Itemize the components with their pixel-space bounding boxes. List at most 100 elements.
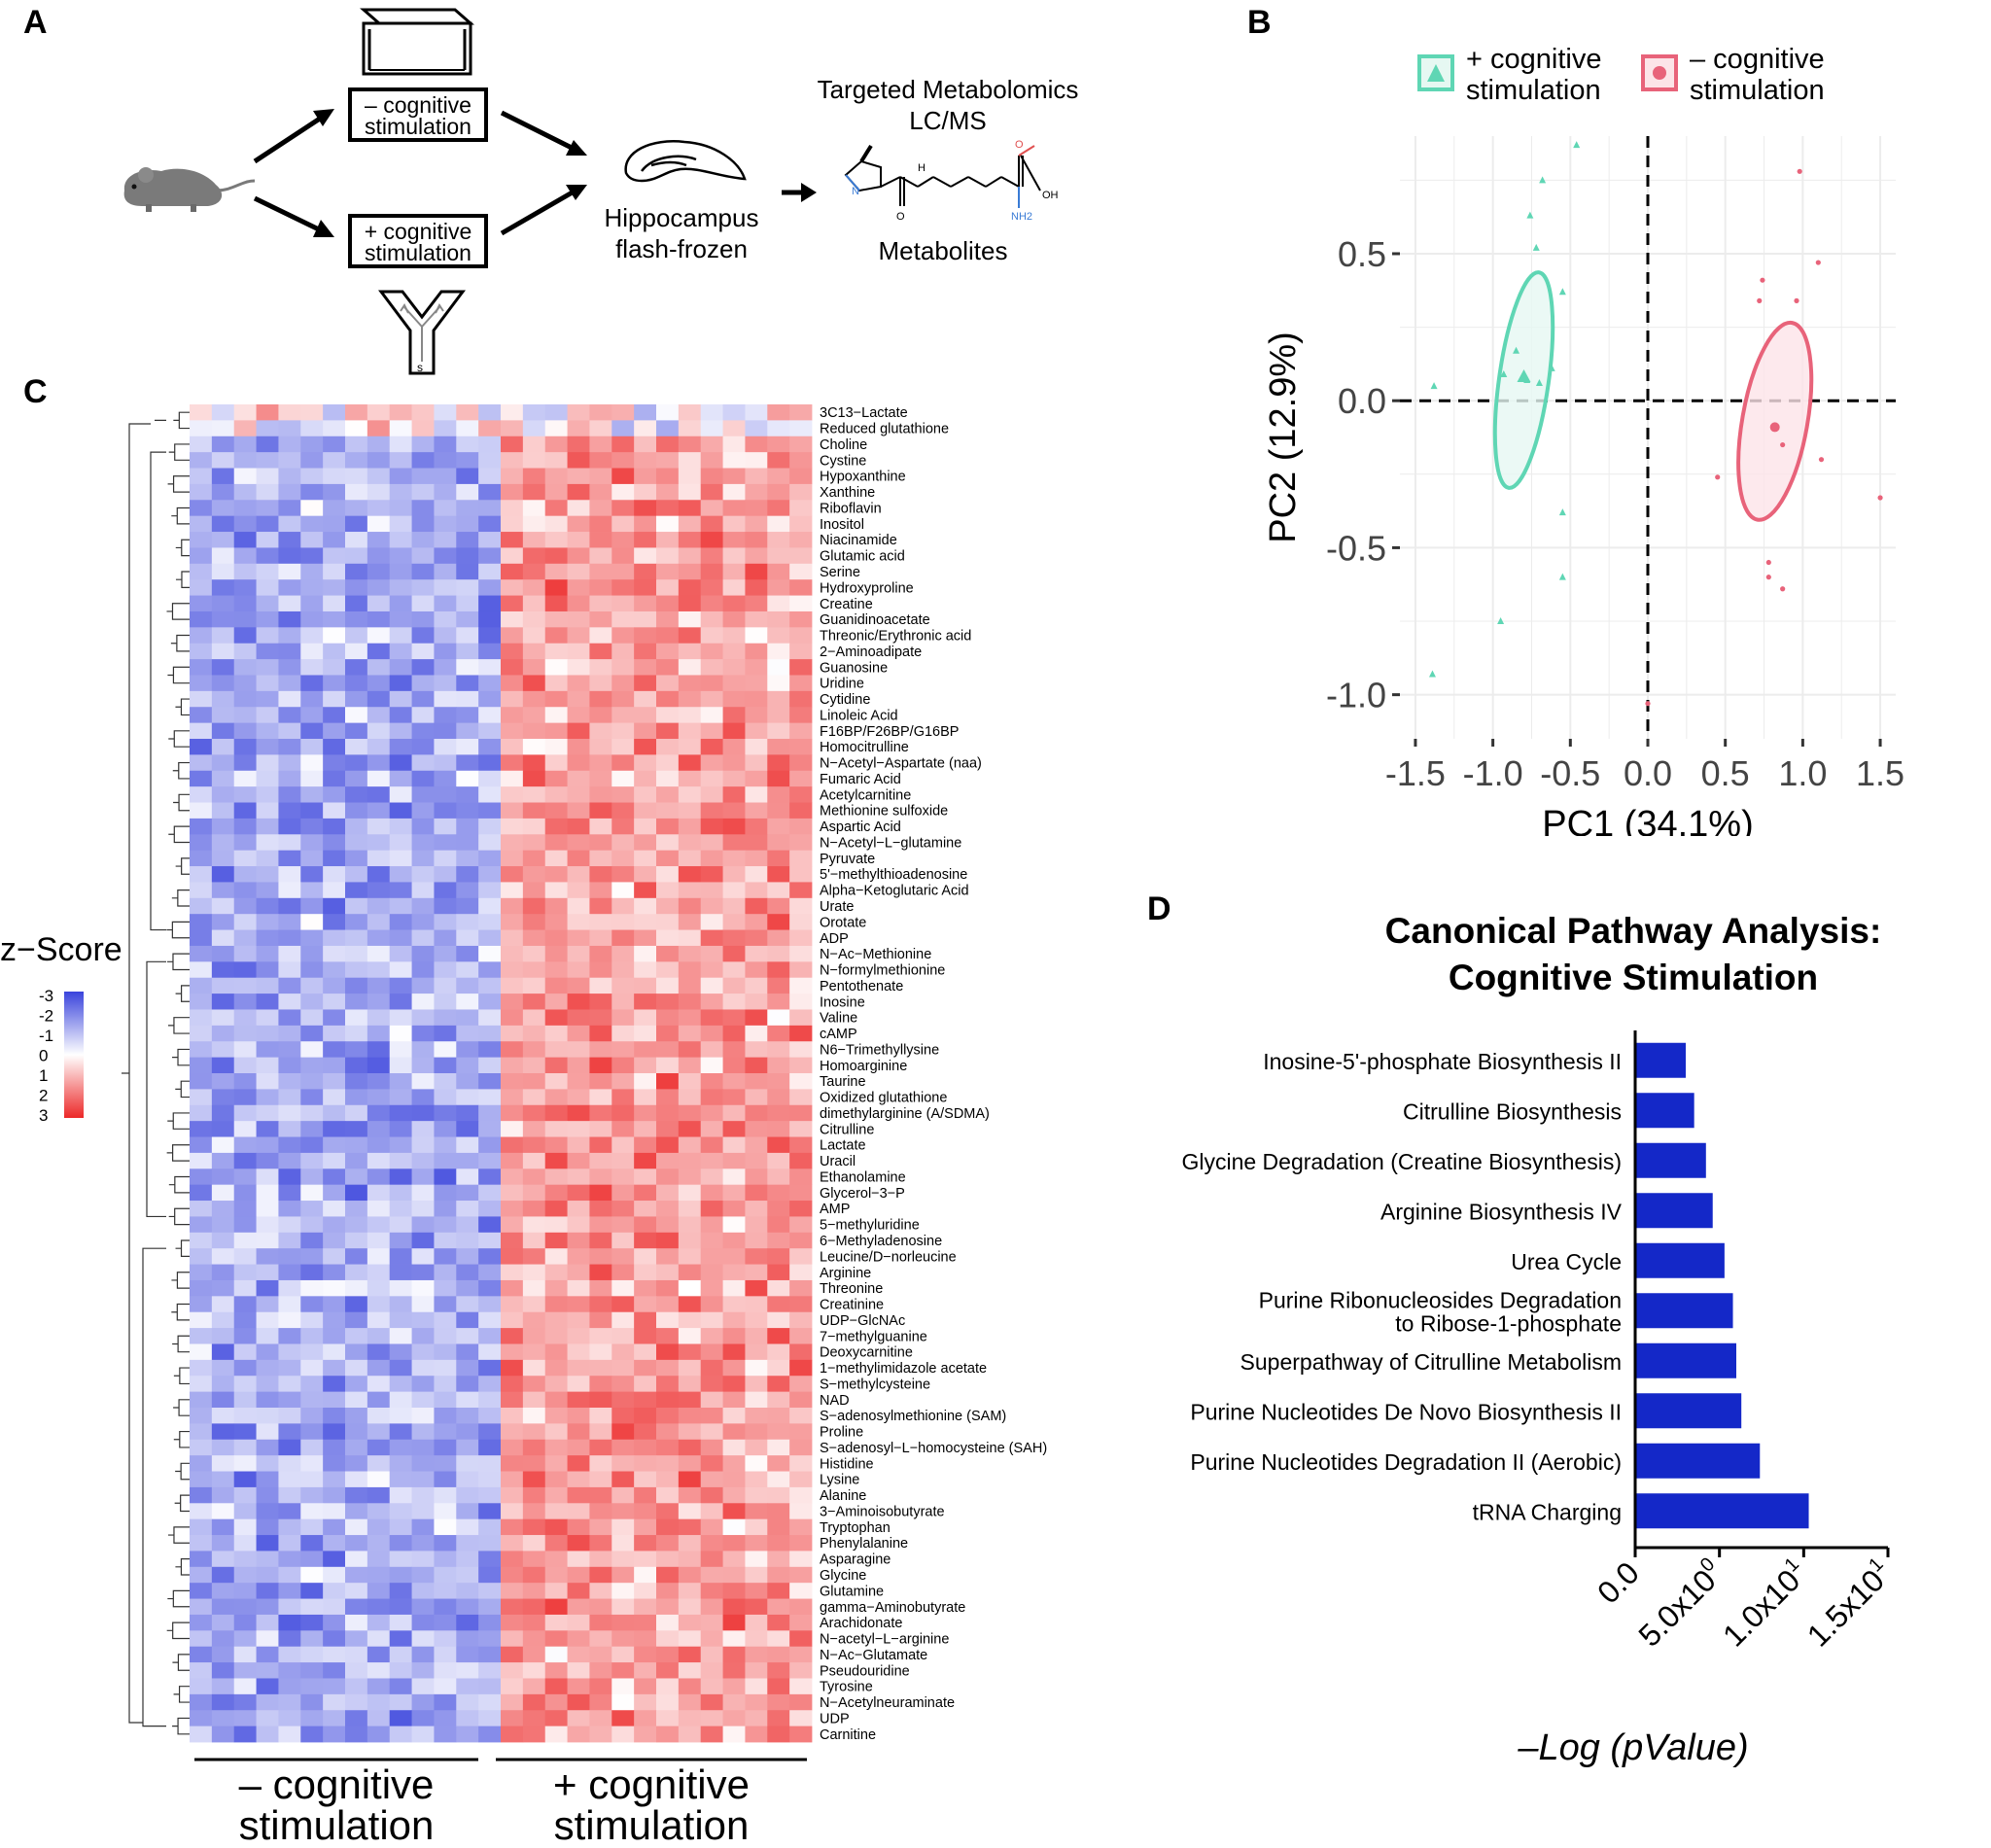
heatmap-cell-r66-c16	[544, 1455, 568, 1472]
heatmap-cell-r51-c27	[789, 1216, 813, 1234]
minus-box-line1: – cognitive	[365, 92, 472, 118]
heatmap-cell-r31-c2	[233, 897, 257, 915]
heatmap-cell-r80-c5	[300, 1678, 324, 1695]
heatmap-cell-r2-c3	[256, 436, 279, 453]
heatmap-cell-r9-c17	[567, 547, 590, 565]
heatmap-cell-r22-c9	[389, 754, 412, 772]
heatmap-cell-r51-c26	[767, 1216, 790, 1234]
heatmap-cell-r26-c10	[411, 818, 435, 835]
heatmap-cell-r44-c16	[544, 1104, 568, 1122]
heatmap-cell-r29-c4	[278, 866, 301, 883]
heatmap-cell-r74-c10	[411, 1583, 435, 1599]
heatmap-cell-r81-c23	[700, 1693, 723, 1711]
heatmap-cell-r74-c20	[634, 1583, 657, 1599]
row-label-35: N−formylmethionine	[820, 963, 945, 979]
heatmap-cell-r70-c8	[367, 1518, 391, 1536]
heatmap-cell-r74-c18	[589, 1583, 612, 1599]
heatmap-cell-r1-c18	[589, 420, 612, 437]
heatmap-cell-r39-c24	[722, 1025, 746, 1042]
heatmap-cell-r60-c17	[567, 1359, 590, 1377]
heatmap-cell-r47-c4	[278, 1152, 301, 1169]
heatmap-cell-r16-c27	[789, 659, 813, 676]
heatmap-cell-r23-c7	[345, 770, 368, 787]
heatmap-cell-r26-c7	[345, 818, 368, 835]
heatmap-cell-r67-c3	[256, 1471, 279, 1488]
heatmap-cell-r6-c4	[278, 500, 301, 517]
heatmap-cell-r21-c15	[522, 739, 546, 755]
heatmap-cell-r41-c9	[389, 1057, 412, 1074]
heatmap-cell-r39-c22	[678, 1025, 702, 1042]
heatmap-cell-r22-c23	[700, 754, 723, 772]
heatmap-cell-r80-c20	[634, 1678, 657, 1695]
heatmap-cell-r48-c15	[522, 1168, 546, 1186]
heatmap-cell-r63-c5	[300, 1408, 324, 1424]
heatmap-cell-r53-c21	[656, 1248, 680, 1265]
heatmap-cell-r6-c25	[745, 500, 768, 517]
heatmap-cell-r31-c14	[501, 897, 524, 915]
heatmap-cell-r56-c26	[767, 1296, 790, 1313]
heatmap-cell-r3-c11	[434, 452, 457, 469]
heatmap-cell-r27-c17	[567, 834, 590, 852]
heatmap-cell-r31-c6	[323, 897, 346, 915]
heatmap-cell-r23-c13	[478, 770, 502, 787]
heatmap-cell-r8-c25	[745, 532, 768, 548]
heatmap-cell-r65-c20	[634, 1439, 657, 1456]
heatmap-cell-r66-c10	[411, 1455, 435, 1472]
series-0-point-3	[1497, 617, 1505, 625]
heatmap-cell-r22-c10	[411, 754, 435, 772]
heatmap-cell-r82-c16	[544, 1710, 568, 1727]
heatmap-cell-r11-c10	[411, 579, 435, 596]
heatmap-cell-r16-c25	[745, 659, 768, 676]
row-label-66: Histidine	[820, 1456, 874, 1472]
heatmap-cell-r34-c9	[389, 945, 412, 962]
heatmap-cell-r50-c4	[278, 1201, 301, 1217]
heatmap-cell-r80-c3	[256, 1678, 279, 1695]
heatmap-cell-r48-c26	[767, 1168, 790, 1186]
heatmap-cell-r50-c20	[634, 1201, 657, 1217]
heatmap-cell-r71-c27	[789, 1535, 813, 1552]
heatmap-cell-r64-c10	[411, 1423, 435, 1441]
heatmap-cell-r6-c0	[190, 500, 213, 517]
heatmap-cell-r59-c23	[700, 1343, 723, 1361]
heatmap-cell-r33-c16	[544, 929, 568, 947]
heatmap-cell-r38-c3	[256, 1009, 279, 1027]
heatmap-cell-r19-c25	[745, 707, 768, 724]
heatmap-cell-r66-c6	[323, 1455, 346, 1472]
heatmap-cell-r2-c5	[300, 436, 324, 453]
heatmap-cell-r83-c17	[567, 1726, 590, 1743]
heatmap-cell-r47-c21	[656, 1152, 680, 1169]
heatmap-cell-r36-c0	[190, 977, 213, 994]
heatmap-cell-r8-c22	[678, 532, 702, 548]
heatmap-cell-r70-c22	[678, 1518, 702, 1536]
heatmap-cell-r3-c26	[767, 452, 790, 469]
heatmap-cell-r20-c4	[278, 722, 301, 740]
heatmap-cell-r10-c26	[767, 563, 790, 580]
heatmap-cell-r49-c17	[567, 1184, 590, 1202]
heatmap-cell-r43-c20	[634, 1089, 657, 1106]
heatmap-cell-r36-c19	[611, 977, 635, 994]
heatmap-cell-r18-c26	[767, 690, 790, 708]
heatmap-cell-r20-c9	[389, 722, 412, 740]
heatmap-cell-r71-c5	[300, 1535, 324, 1552]
heatmap-cell-r71-c17	[567, 1535, 590, 1552]
heatmap-cell-r20-c22	[678, 722, 702, 740]
heatmap-cell-r66-c13	[478, 1455, 502, 1472]
heatmap-cell-r5-c7	[345, 483, 368, 501]
heatmap-cell-r72-c6	[323, 1551, 346, 1568]
heatmap-cell-r45-c5	[300, 1121, 324, 1137]
heatmap-cell-r6-c27	[789, 500, 813, 517]
heatmap-cell-r20-c27	[789, 722, 813, 740]
heatmap-cell-r24-c1	[211, 786, 235, 803]
heatmap-cell-r70-c12	[456, 1518, 479, 1536]
heatmap-cell-r73-c16	[544, 1566, 568, 1584]
heatmap-cell-r78-c7	[345, 1646, 368, 1663]
struct-h-label: H	[918, 162, 926, 174]
heatmap-cell-r31-c3	[256, 897, 279, 915]
heatmap-cell-r75-c2	[233, 1598, 257, 1616]
heatmap-cell-r16-c24	[722, 659, 746, 676]
heatmap-cell-r59-c21	[656, 1343, 680, 1361]
heatmap-cell-r62-c15	[522, 1391, 546, 1409]
heatmap-cell-r54-c6	[323, 1264, 346, 1281]
heatmap-cell-r41-c20	[634, 1057, 657, 1074]
heatmap-cell-r21-c12	[456, 739, 479, 755]
